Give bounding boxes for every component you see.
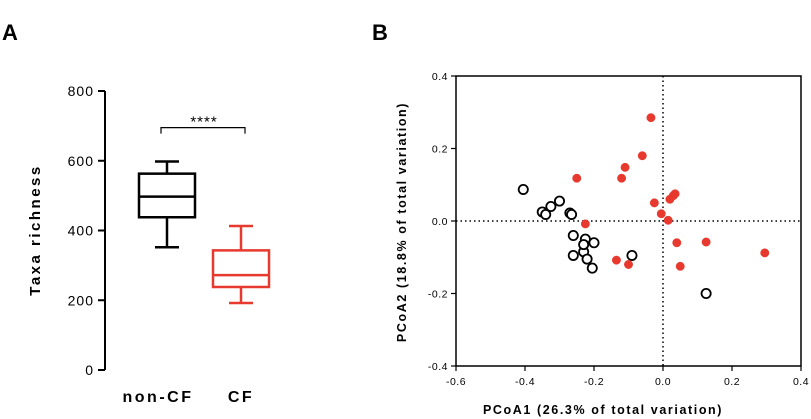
y-tick-label: 400	[68, 223, 94, 239]
data-point-filled	[617, 173, 627, 183]
panel-b-x-ticks: -0.6 -0.4 -0.2 0.0 0.2 0.4	[446, 366, 809, 388]
data-point-open	[517, 183, 529, 195]
category-label-cf: CF	[228, 389, 254, 406]
panel-a-y-ticks: 0 200 400 600 800	[68, 83, 105, 378]
y-tick-label: 0	[85, 362, 94, 378]
x-tick-label: 0.4	[793, 376, 809, 388]
data-point-filled	[760, 248, 770, 258]
iqr-box	[211, 249, 271, 289]
data-point-filled	[637, 151, 647, 161]
data-point-open	[540, 208, 552, 220]
panel-b-label: B	[372, 20, 388, 45]
data-point-filled	[656, 209, 666, 219]
data-point-filled	[646, 113, 656, 123]
significance-label: ****	[190, 114, 217, 131]
y-tick-label: -0.4	[428, 361, 448, 373]
panel-b-y-ticks: -0.4 -0.2 0.0 0.2 0.4	[428, 71, 456, 373]
panel-a-y-axis: 0 200 400 600 800	[68, 83, 106, 378]
data-point-open	[700, 287, 712, 299]
data-point-filled	[663, 215, 673, 225]
data-point-open	[554, 195, 566, 207]
y-tick-label: 600	[68, 153, 94, 169]
data-point-filled	[620, 162, 630, 172]
panel-b: B -0.6 -0.4 -0.2 0.0 0.2 0.4 -0.4 -0.2 0.0 0.2 0.…	[372, 20, 809, 417]
significance-bracket: ****	[160, 114, 246, 134]
data-point-filled	[649, 198, 659, 208]
y-tick-label: 200	[68, 292, 94, 308]
series-open-circle	[517, 183, 712, 299]
y-tick-label: 800	[68, 83, 94, 99]
data-point-open	[626, 249, 638, 261]
data-point-filled	[572, 173, 582, 183]
y-tick-label: 0.4	[432, 71, 448, 83]
data-point-filled	[675, 261, 685, 271]
series-filled-circle	[572, 113, 770, 271]
box-non-cf	[137, 160, 197, 249]
data-point-open	[545, 200, 557, 212]
panel-b-reference-lines	[456, 76, 801, 366]
panel-a-categories: non-CF CF	[123, 389, 254, 406]
data-point-filled	[701, 237, 711, 247]
data-point-filled	[624, 260, 633, 269]
data-point-open	[566, 208, 578, 220]
y-tick-label: 0.0	[432, 216, 448, 228]
data-point-filled	[672, 238, 682, 248]
panel-b-y-label: PCoA2 (18.8% of total variation)	[395, 102, 409, 342]
x-tick-label: -0.6	[446, 376, 466, 388]
data-point-filled	[670, 189, 680, 199]
box-cf	[211, 224, 271, 305]
data-point-open	[588, 237, 600, 249]
x-tick-label: 0.0	[655, 376, 671, 388]
panel-b-points	[517, 113, 770, 299]
category-label-non-cf: non-CF	[123, 389, 194, 406]
data-point-filled	[611, 255, 621, 265]
data-point-open	[578, 239, 590, 251]
y-tick-label: -0.2	[428, 289, 448, 301]
panel-a-boxes	[137, 160, 271, 305]
data-point-open	[581, 253, 593, 265]
data-point-open	[586, 262, 598, 274]
panel-a-y-label: Taxa richness	[27, 164, 44, 295]
panel-b-x-label: PCoA1 (26.3% of total variation)	[483, 403, 723, 417]
data-point-filled	[580, 219, 590, 229]
data-point-open	[567, 249, 579, 261]
y-tick-label: 0.2	[432, 144, 448, 156]
x-tick-label: -0.4	[515, 376, 535, 388]
panel-a-label: A	[2, 20, 18, 45]
significance-bracket-line	[160, 127, 246, 134]
data-point-open	[567, 229, 579, 241]
x-tick-label: -0.2	[584, 376, 604, 388]
x-tick-label: 0.2	[724, 376, 740, 388]
